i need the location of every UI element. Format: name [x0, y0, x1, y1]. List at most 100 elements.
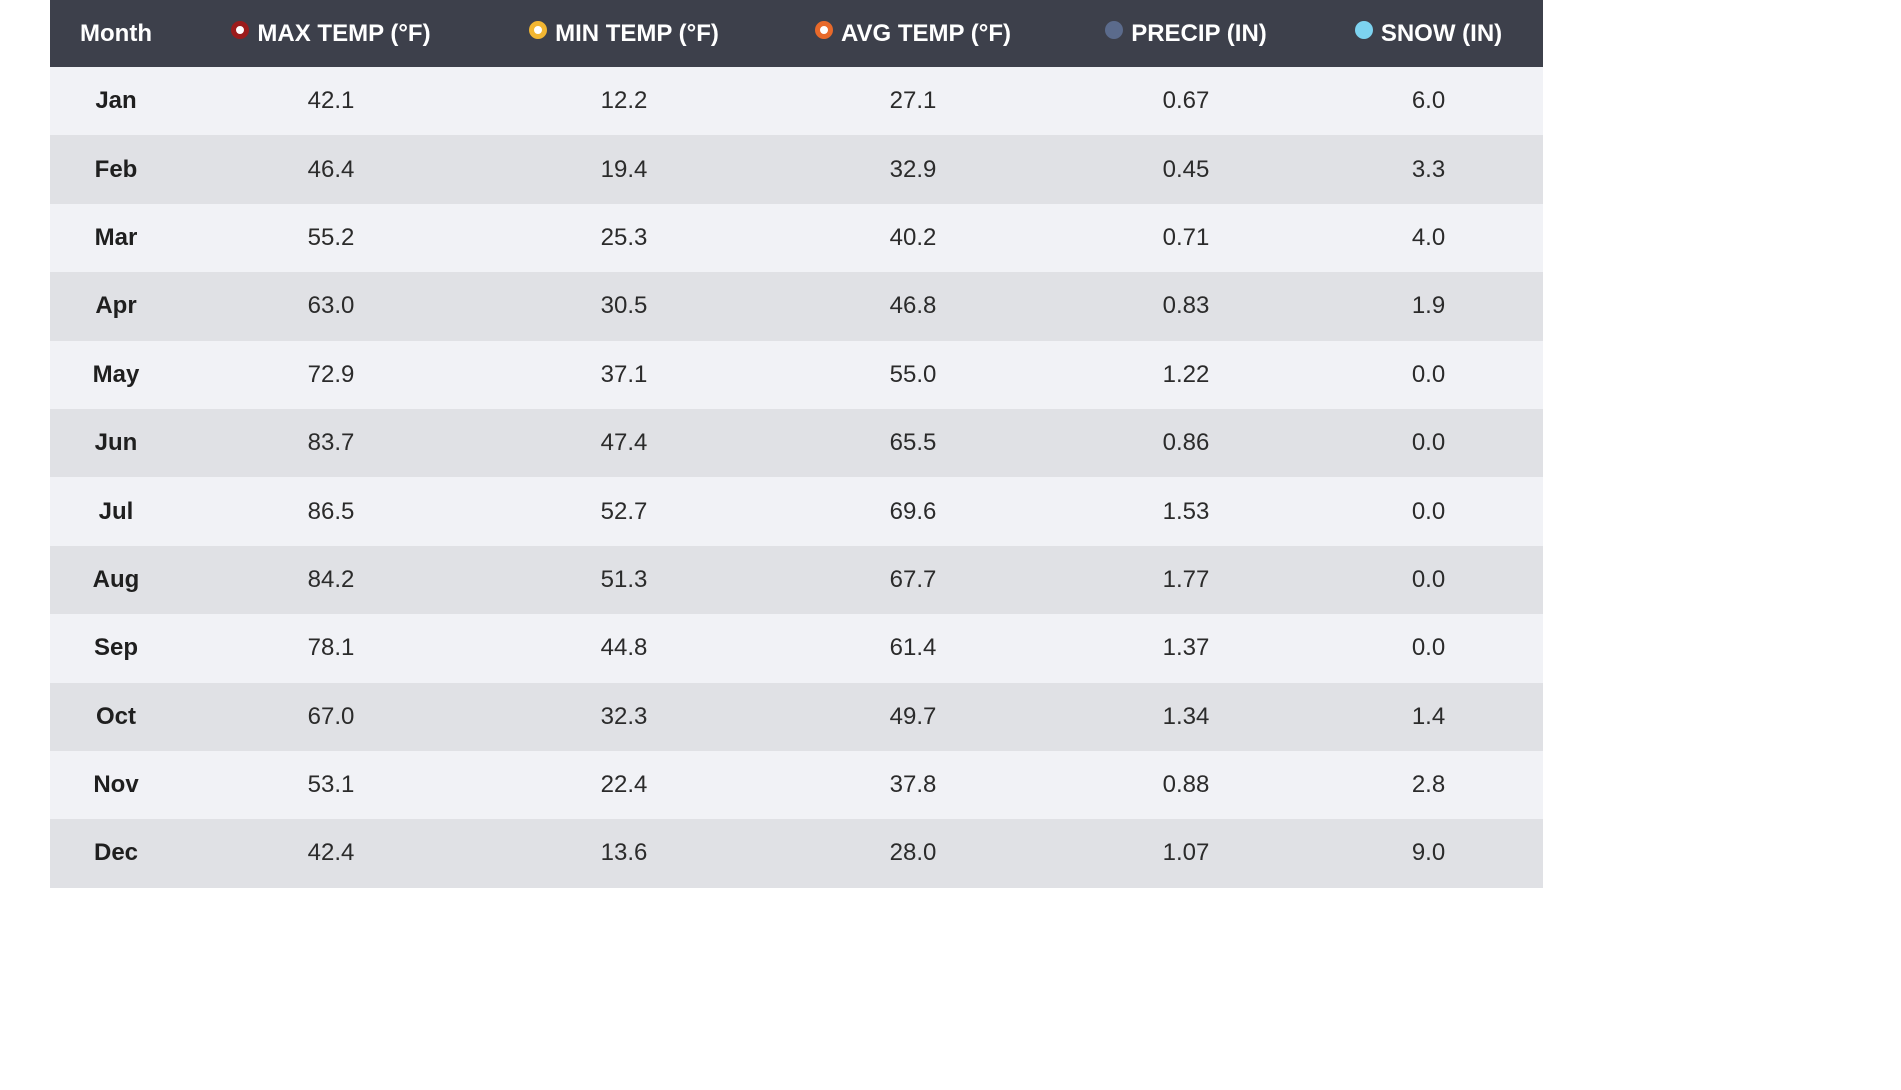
snow-cell: 9.0 [1411, 839, 1446, 867]
avg-temp-cell: 67.7 [889, 565, 937, 593]
header-min-temp: MIN TEMP (°F) [480, 0, 768, 67]
month-cell: Nov [93, 771, 139, 799]
avg-temp-cell: 55.0 [889, 360, 937, 388]
precip-cell: 1.37 [1162, 634, 1210, 662]
climate-table: Month MAX TEMP (°F) MIN TEMP (°F) AVG TE… [50, 0, 1543, 888]
table-row: Jun 83.7 47.4 65.5 0.86 0.0 [50, 408, 1543, 478]
precip-cell: 0.67 [1162, 87, 1210, 115]
table-row: Feb 46.4 19.4 32.9 0.45 3.3 [50, 135, 1543, 204]
precip-cell: 0.88 [1162, 771, 1210, 799]
table-row: Sep 78.1 44.8 61.4 1.37 0.0 [50, 614, 1543, 683]
table-row: Jul 86.5 52.7 69.6 1.53 0.0 [50, 477, 1543, 546]
snow-cell: 0.0 [1411, 360, 1446, 388]
max-temp-cell: 42.4 [307, 839, 355, 867]
month-cell: Jan [95, 87, 137, 115]
avg-temp-cell: 27.1 [889, 87, 937, 115]
header-precip: PRECIP (IN) [1058, 0, 1314, 67]
snow-cell: 0.0 [1411, 565, 1446, 593]
precip-cell: 0.45 [1162, 155, 1210, 183]
table-row: May 72.9 37.1 55.0 1.22 0.0 [50, 340, 1543, 409]
snow-cell: 1.9 [1411, 292, 1446, 320]
min-temp-cell: 52.7 [600, 497, 648, 525]
table-body: Jan 42.1 12.2 27.1 0.67 6.0 Feb 46.4 19.4 32.9 0.4… [50, 67, 1543, 888]
month-cell: Apr [95, 292, 137, 320]
precip-cell: 1.34 [1162, 702, 1210, 730]
precip-cell: 0.83 [1162, 292, 1210, 320]
max-temp-dot-icon [231, 20, 250, 39]
precip-dot-icon [1105, 20, 1124, 39]
month-cell: Jul [98, 497, 134, 525]
table-row: Jan 42.1 12.2 27.1 0.67 6.0 [50, 67, 1543, 136]
precip-cell: 0.71 [1162, 223, 1210, 251]
month-cell: May [92, 360, 140, 388]
avg-temp-cell: 46.8 [889, 292, 937, 320]
header-label: Month [80, 19, 152, 47]
precip-cell: 1.22 [1162, 360, 1210, 388]
snow-cell: 0.0 [1411, 429, 1446, 457]
avg-temp-dot-icon [814, 20, 833, 39]
min-temp-cell: 32.3 [600, 702, 648, 730]
table-row: Nov 53.1 22.4 37.8 0.88 2.8 [50, 750, 1543, 820]
min-temp-cell: 12.2 [600, 87, 648, 115]
table-row: Mar 55.2 25.3 40.2 0.71 4.0 [50, 203, 1543, 273]
avg-temp-cell: 32.9 [889, 155, 937, 183]
month-cell: Aug [92, 565, 140, 593]
min-temp-cell: 19.4 [600, 155, 648, 183]
month-cell: Mar [94, 223, 138, 251]
snow-cell: 6.0 [1411, 87, 1446, 115]
max-temp-cell: 83.7 [307, 429, 355, 457]
max-temp-cell: 72.9 [307, 360, 355, 388]
header-label: PRECIP (IN) [1131, 19, 1267, 47]
max-temp-cell: 42.1 [307, 87, 355, 115]
min-temp-cell: 47.4 [600, 429, 648, 457]
max-temp-cell: 46.4 [307, 155, 355, 183]
min-temp-cell: 44.8 [600, 634, 648, 662]
precip-cell: 1.77 [1162, 565, 1210, 593]
header-label: SNOW (IN) [1380, 19, 1503, 47]
climate-table-container: Month MAX TEMP (°F) MIN TEMP (°F) AVG TE… [50, 0, 1543, 888]
avg-temp-cell: 61.4 [889, 634, 937, 662]
table-row: Dec 42.4 13.6 28.0 1.07 9.0 [50, 819, 1543, 888]
min-temp-cell: 30.5 [600, 292, 648, 320]
precip-cell: 0.86 [1162, 429, 1210, 457]
min-temp-cell: 51.3 [600, 565, 648, 593]
snow-cell: 2.8 [1411, 771, 1446, 799]
header-snow: SNOW (IN) [1314, 0, 1543, 67]
header-label: AVG TEMP (°F) [840, 19, 1012, 47]
table-row: Apr 63.0 30.5 46.8 0.83 1.9 [50, 272, 1543, 341]
table-header: Month MAX TEMP (°F) MIN TEMP (°F) AVG TE… [50, 0, 1543, 67]
header-label: MAX TEMP (°F) [257, 19, 431, 47]
snow-cell: 1.4 [1411, 702, 1446, 730]
snow-cell: 0.0 [1411, 497, 1446, 525]
snow-dot-icon [1354, 20, 1373, 39]
header-row: Month MAX TEMP (°F) MIN TEMP (°F) AVG TE… [50, 0, 1543, 67]
min-temp-cell: 37.1 [600, 360, 648, 388]
max-temp-cell: 78.1 [307, 634, 355, 662]
avg-temp-cell: 69.6 [889, 497, 937, 525]
month-cell: Sep [93, 634, 138, 662]
avg-temp-cell: 40.2 [889, 223, 937, 251]
min-temp-cell: 22.4 [600, 771, 648, 799]
min-temp-cell: 25.3 [600, 223, 648, 251]
avg-temp-cell: 37.8 [889, 771, 937, 799]
month-cell: Feb [94, 155, 138, 183]
month-cell: Dec [93, 839, 139, 867]
header-label: MIN TEMP (°F) [555, 19, 719, 47]
snow-cell: 3.3 [1411, 155, 1446, 183]
header-avg-temp: AVG TEMP (°F) [768, 0, 1058, 67]
table-row: Oct 67.0 32.3 49.7 1.34 1.4 [50, 682, 1543, 751]
max-temp-cell: 55.2 [307, 223, 355, 251]
snow-cell: 0.0 [1411, 634, 1446, 662]
min-temp-dot-icon [529, 20, 548, 39]
avg-temp-cell: 49.7 [889, 702, 937, 730]
precip-cell: 1.07 [1162, 839, 1210, 867]
header-max-temp: MAX TEMP (°F) [182, 0, 480, 67]
avg-temp-cell: 28.0 [889, 839, 937, 867]
table-row: Aug 84.2 51.3 67.7 1.77 0.0 [50, 545, 1543, 615]
max-temp-cell: 84.2 [307, 565, 355, 593]
min-temp-cell: 13.6 [600, 839, 648, 867]
month-cell: Oct [95, 702, 136, 730]
snow-cell: 4.0 [1411, 223, 1446, 251]
max-temp-cell: 63.0 [307, 292, 355, 320]
max-temp-cell: 53.1 [307, 771, 355, 799]
